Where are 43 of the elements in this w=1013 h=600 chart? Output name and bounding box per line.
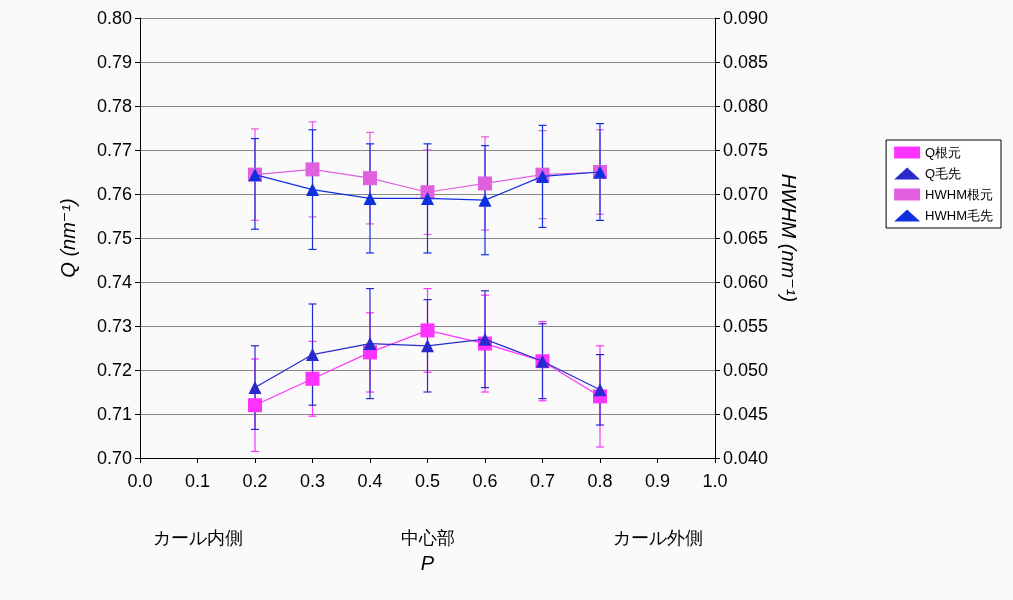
y-tick-label: 0.73: [96, 316, 132, 336]
x-tick-label: 0.5: [414, 471, 441, 491]
y-tick-label: 0.70: [96, 448, 132, 468]
x-tick-label: 0.0: [127, 471, 153, 491]
legend-label: HWHM根元: [925, 187, 994, 202]
y2-tick-label: 0.040: [723, 448, 769, 468]
x-tick-label: 0.8: [587, 471, 613, 491]
y-tick-label: 0.71: [96, 404, 132, 424]
y-tick-label: 0.75: [96, 228, 132, 248]
y-tick-label: 0.78: [96, 96, 132, 116]
y-tick-label: 0.80: [96, 8, 132, 28]
x-tick-label: 0.3: [299, 471, 326, 491]
x-tick-label: 0.9: [644, 471, 671, 491]
text: カール内側: [152, 528, 243, 548]
legend-label: Q毛先: [925, 166, 962, 181]
y2-tick-label: 0.080: [723, 96, 769, 116]
y2-tick-label: 0.075: [723, 140, 769, 160]
x-tick-label: 0.6: [472, 471, 498, 491]
y2-tick-label: 0.045: [723, 404, 769, 424]
y2-tick-label: 0.055: [723, 316, 769, 336]
y-tick-label: 0.77: [96, 140, 132, 160]
y-tick-label: 0.76: [96, 184, 132, 204]
x-tick-label: 0.2: [242, 471, 268, 491]
y2-tick-label: 0.065: [723, 228, 769, 248]
x-tick-label: 0.1: [184, 471, 211, 491]
x-tick-label: 0.4: [357, 471, 383, 491]
y-tick-label: 0.72: [96, 360, 132, 380]
y-tick-label: 0.74: [96, 272, 132, 292]
y2-tick-label: 0.090: [723, 8, 769, 28]
text: 中心部: [400, 528, 455, 548]
y-tick-label: 0.79: [96, 52, 132, 72]
y2-tick-label: 0.050: [723, 360, 769, 380]
text: カール外側: [612, 528, 703, 548]
y2-tick-label: 0.070: [723, 184, 769, 204]
x-axis-title: P: [420, 552, 435, 574]
x-tick-label: 1.0: [702, 471, 728, 491]
x-tick-label: 0.7: [529, 471, 556, 491]
y2-tick-label: 0.085: [723, 52, 769, 72]
y2-axis-title: HWHM (nm⁻¹): [777, 173, 800, 303]
y2-tick-label: 0.060: [723, 272, 769, 292]
legend-label: Q根元: [925, 145, 962, 160]
y-axis-title: Q (nm⁻¹): [57, 198, 79, 278]
legend-label: HWHM毛先: [925, 208, 994, 223]
